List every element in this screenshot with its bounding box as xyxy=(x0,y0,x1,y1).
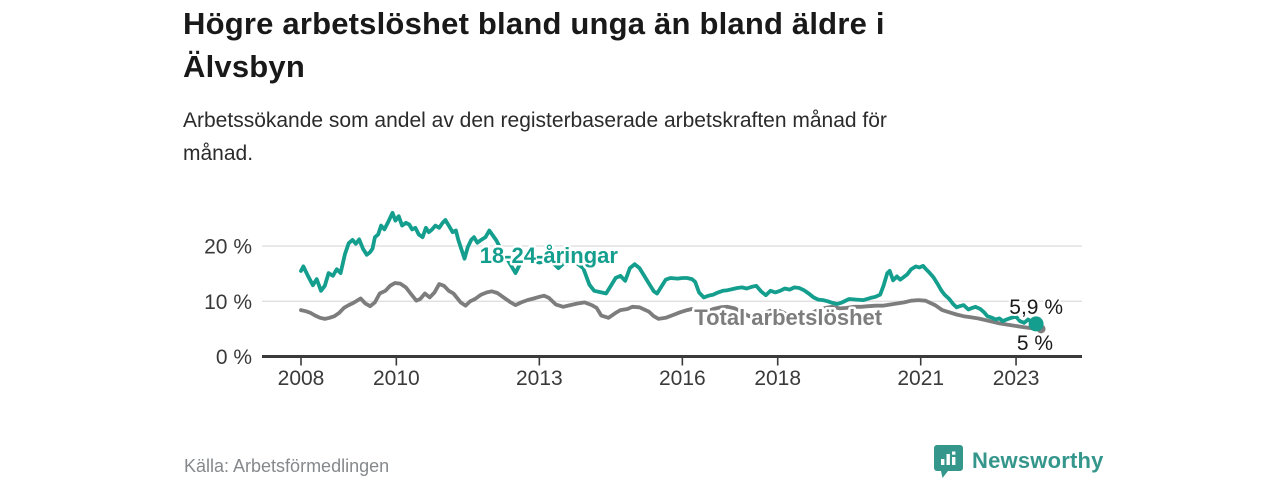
end-value-label-total: 5 % xyxy=(1017,332,1053,355)
newsworthy-logo: Newsworthy xyxy=(934,444,1104,478)
newsworthy-logo-text: Newsworthy xyxy=(972,448,1104,473)
x-tick-label-2013: 2013 xyxy=(516,367,563,390)
series-line-total xyxy=(299,281,1038,331)
y-tick-label-0: 0 % xyxy=(216,346,252,369)
chart-bars-bubble-icon xyxy=(934,444,963,478)
y-tick-label-20: 20 % xyxy=(204,236,252,259)
series-line-youth xyxy=(299,210,1038,326)
x-tick-label-2010: 2010 xyxy=(373,367,420,390)
page-title: Högre arbetslöshet bland unga än bland ä… xyxy=(183,2,1083,88)
page-subtitle-line-1: Arbetssökande som andel av den registerb… xyxy=(183,109,887,132)
page-subtitle: Arbetssökande som andel av den registerb… xyxy=(183,104,1063,170)
y-tick-label-10: 10 % xyxy=(204,291,252,314)
series-end-dot-youth xyxy=(1028,316,1044,332)
page-title-line-1: Högre arbetslöshet bland unga än bland ä… xyxy=(183,6,885,41)
x-tick-label-2016: 2016 xyxy=(659,367,706,390)
x-tick-label-2023: 2023 xyxy=(993,367,1040,390)
page-title-line-2: Älvsbyn xyxy=(183,49,305,84)
series-label-total: Total arbetslöshet xyxy=(694,305,883,330)
x-tick-label-2008: 2008 xyxy=(278,367,325,390)
x-tick-label-2018: 2018 xyxy=(754,367,801,390)
page-subtitle-line-2: månad. xyxy=(183,142,254,165)
x-tick-label-2021: 2021 xyxy=(897,367,944,390)
source-note: Källa: Arbetsförmedlingen xyxy=(184,456,390,476)
end-value-label-youth: 5,9 % xyxy=(1009,296,1063,319)
series-label-youth: 18-24-åringar xyxy=(480,243,619,268)
